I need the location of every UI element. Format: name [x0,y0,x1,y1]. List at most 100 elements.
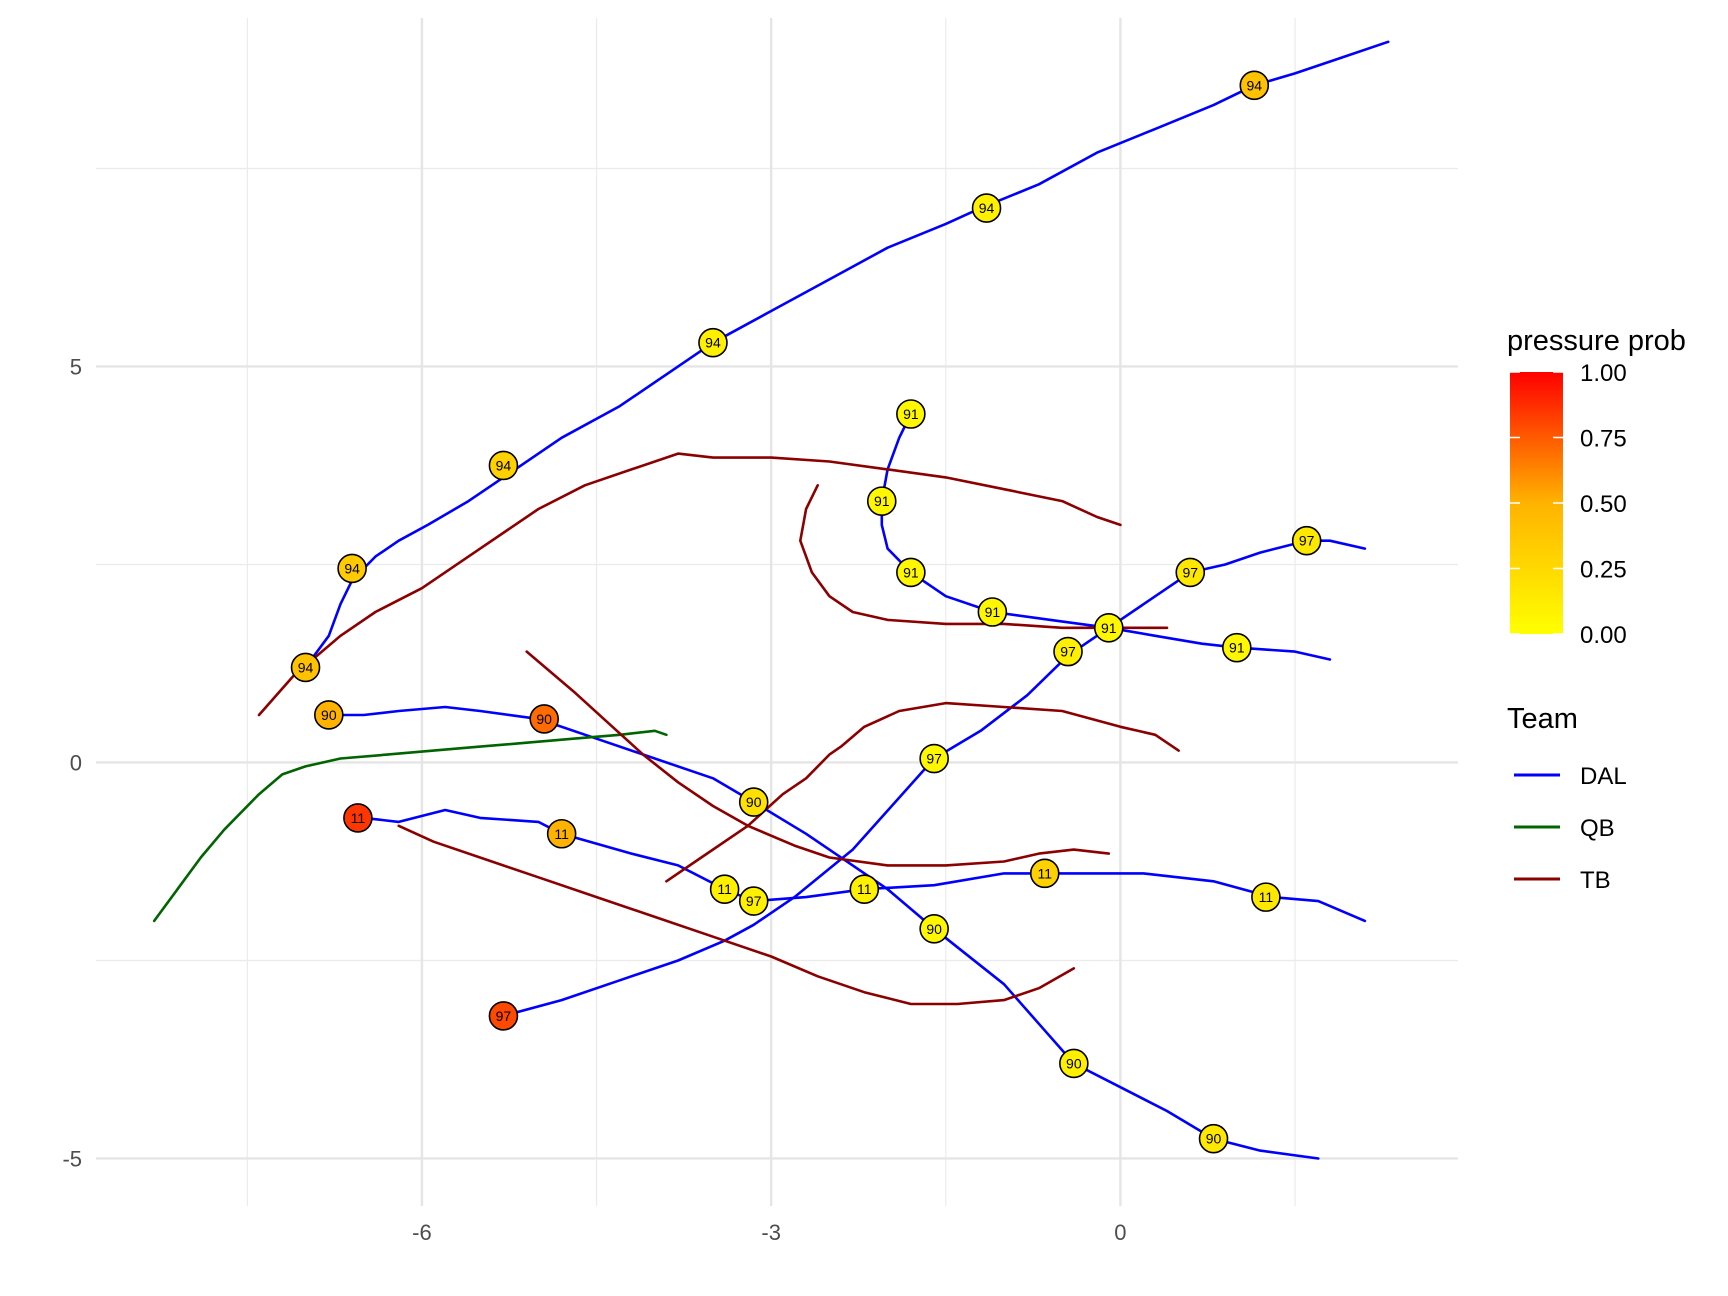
trajectory-lines [152,40,1390,1160]
marker-circle [896,399,926,429]
series-line-dal [502,539,1367,1018]
series-line-tb [799,484,1169,630]
marker-label: 91 [903,406,919,422]
team-legend: Team DAL QB TB [1507,703,1627,894]
marker-label: 97 [1060,644,1076,660]
marker-label: 90 [1206,1131,1222,1147]
colorbar-tick-label: 0.50 [1580,491,1627,518]
marker-circle [709,874,740,905]
marker-label: 90 [746,794,762,810]
y-tick-label: 0 [70,750,82,775]
marker-circle [488,450,519,481]
marker-label: 94 [979,200,995,216]
marker-circle [738,886,769,916]
series-line-dal [362,808,1367,923]
marker-label: 11 [857,881,872,897]
series-line-dal [880,412,1332,661]
marker-label: 90 [321,707,337,723]
marker-label: 91 [985,604,1001,620]
marker-label: 90 [536,711,552,727]
player-marker: 90 [919,913,949,944]
player-marker: 91 [866,486,897,516]
y-tick-label: -5 [62,1146,82,1171]
marker-label: 97 [496,1008,512,1024]
marker-circle [546,818,577,849]
player-marker: 91 [1222,632,1252,663]
marker-circle [1093,613,1124,643]
player-markers: 94 94 94 94 94 94 91 91 91 91 91 91 97 97 97 97 97 97 90 90… [290,70,1322,1154]
marker-label: 91 [903,564,919,580]
player-marker: 94 [1239,70,1270,101]
marker-label: 90 [926,921,942,937]
marker-circle [977,597,1008,627]
player-marker: 90 [529,704,559,734]
team-legend-entry: QB [1514,815,1615,842]
player-marker: 94 [488,450,519,481]
marker-label: 90 [1066,1055,1082,1071]
marker-label: 94 [298,659,314,675]
marker-circle [1239,70,1270,101]
marker-circle [314,700,344,730]
grid [96,18,1458,1206]
player-marker: 97 [738,886,769,916]
colorbar-tick-label: 0.25 [1580,557,1627,584]
player-marker: 11 [343,803,373,833]
marker-circle [343,803,373,833]
player-marker: 97 [919,743,949,774]
marker-label: 97 [746,893,762,909]
x-tick-label: -6 [412,1220,432,1245]
marker-circle [488,1001,519,1031]
player-marker: 94 [337,553,367,584]
marker-circle [1198,1123,1229,1154]
player-marker: 91 [1093,613,1124,643]
marker-circle [896,557,926,588]
player-marker: 97 [488,1001,519,1031]
player-marker: 90 [738,787,769,817]
pressure-legend: pressure prob 1.00 0.75 0.50 0.25 0.00 [1507,325,1686,649]
series-line-dal [327,705,1320,1160]
team-legend-entry: TB [1514,867,1611,894]
marker-label: 94 [344,560,360,576]
marker-label: 94 [496,457,512,473]
marker-circle [1029,858,1060,889]
marker-circle [919,913,949,944]
player-marker: 91 [977,597,1008,627]
marker-circle [290,652,321,683]
marker-circle [1291,525,1322,556]
player-marker: 90 [1198,1123,1229,1154]
player-marker: 97 [1053,636,1083,667]
marker-circle [1059,1048,1089,1079]
legend-label: TB [1580,867,1611,894]
series-line-tb [397,824,1076,1006]
player-marker: 91 [896,399,926,429]
y-tick-label: 5 [70,354,82,379]
series-line-tb [525,650,1111,867]
player-marker: 97 [1291,525,1322,556]
marker-circle [698,327,728,358]
team-legend-entry: DAL [1514,763,1627,790]
legend-label: QB [1580,815,1615,842]
series-line-tb [257,452,1122,717]
marker-label: 94 [1246,77,1262,93]
player-marker: 94 [971,193,1002,223]
marker-circle [919,743,949,774]
colorbar-tick-label: 1.00 [1580,360,1627,387]
legend-label: DAL [1580,763,1627,790]
player-marker: 11 [1251,882,1281,912]
x-tick-label: -3 [761,1220,781,1245]
marker-circle [1251,882,1281,912]
series-line-qb [152,729,668,923]
marker-circle [738,787,769,817]
marker-label: 11 [554,826,569,842]
pressure-legend-title: pressure prob [1507,325,1686,357]
marker-label: 97 [1182,564,1198,580]
player-marker: 91 [896,557,926,588]
marker-circle [971,193,1002,223]
marker-circle [849,874,880,905]
x-tick-label: 0 [1114,1220,1126,1245]
marker-label: 91 [1229,640,1245,656]
player-marker: 90 [314,700,344,730]
axis-labels: -6 -3 0 -5 0 5 [62,354,1126,1245]
marker-circle [1053,636,1083,667]
